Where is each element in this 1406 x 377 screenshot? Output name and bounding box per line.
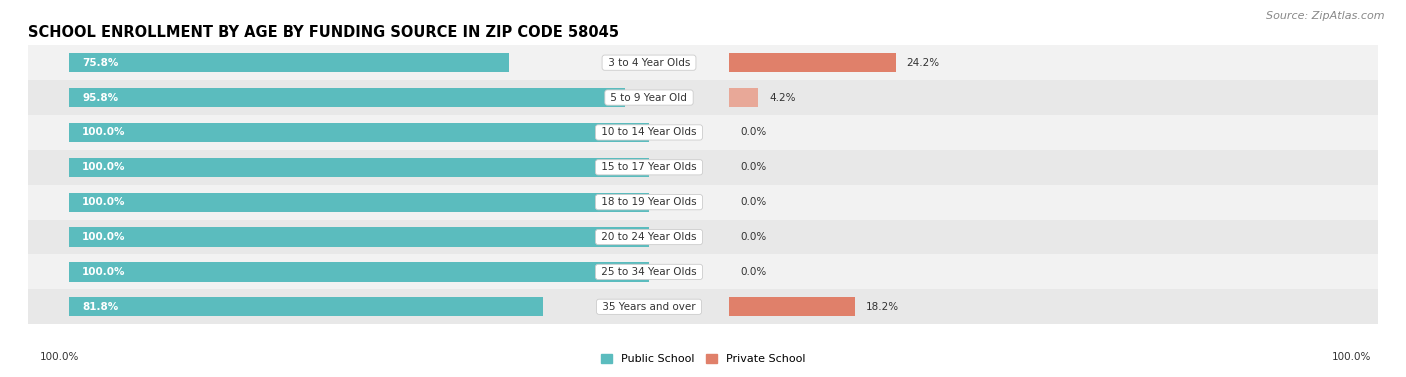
Text: 0.0%: 0.0% bbox=[740, 267, 766, 277]
FancyBboxPatch shape bbox=[28, 290, 1378, 324]
FancyBboxPatch shape bbox=[69, 227, 650, 247]
FancyBboxPatch shape bbox=[69, 262, 650, 282]
Text: 100.0%: 100.0% bbox=[82, 232, 125, 242]
FancyBboxPatch shape bbox=[69, 88, 624, 107]
Text: 100.0%: 100.0% bbox=[82, 127, 125, 138]
FancyBboxPatch shape bbox=[28, 254, 1378, 290]
Text: 0.0%: 0.0% bbox=[740, 197, 766, 207]
FancyBboxPatch shape bbox=[28, 115, 1378, 150]
Text: SCHOOL ENROLLMENT BY AGE BY FUNDING SOURCE IN ZIP CODE 58045: SCHOOL ENROLLMENT BY AGE BY FUNDING SOUR… bbox=[28, 25, 619, 40]
Text: 20 to 24 Year Olds: 20 to 24 Year Olds bbox=[598, 232, 700, 242]
Text: 35 Years and over: 35 Years and over bbox=[599, 302, 699, 312]
Text: 25 to 34 Year Olds: 25 to 34 Year Olds bbox=[598, 267, 700, 277]
FancyBboxPatch shape bbox=[28, 80, 1378, 115]
Text: 100.0%: 100.0% bbox=[1331, 352, 1371, 362]
Text: 0.0%: 0.0% bbox=[740, 232, 766, 242]
FancyBboxPatch shape bbox=[69, 297, 543, 316]
Text: 15 to 17 Year Olds: 15 to 17 Year Olds bbox=[598, 162, 700, 172]
Text: 4.2%: 4.2% bbox=[769, 92, 796, 103]
Text: 18 to 19 Year Olds: 18 to 19 Year Olds bbox=[598, 197, 700, 207]
Text: 100.0%: 100.0% bbox=[39, 352, 79, 362]
Text: 100.0%: 100.0% bbox=[82, 162, 125, 172]
Text: Source: ZipAtlas.com: Source: ZipAtlas.com bbox=[1267, 11, 1385, 21]
FancyBboxPatch shape bbox=[28, 45, 1378, 80]
FancyBboxPatch shape bbox=[730, 53, 896, 72]
FancyBboxPatch shape bbox=[730, 88, 758, 107]
FancyBboxPatch shape bbox=[28, 219, 1378, 254]
FancyBboxPatch shape bbox=[28, 185, 1378, 219]
FancyBboxPatch shape bbox=[69, 53, 509, 72]
FancyBboxPatch shape bbox=[69, 158, 650, 177]
Text: 100.0%: 100.0% bbox=[82, 197, 125, 207]
Text: 10 to 14 Year Olds: 10 to 14 Year Olds bbox=[598, 127, 700, 138]
Text: 3 to 4 Year Olds: 3 to 4 Year Olds bbox=[605, 58, 693, 68]
FancyBboxPatch shape bbox=[69, 123, 650, 142]
Text: 81.8%: 81.8% bbox=[82, 302, 118, 312]
Text: 0.0%: 0.0% bbox=[740, 162, 766, 172]
Legend: Public School, Private School: Public School, Private School bbox=[596, 349, 810, 369]
FancyBboxPatch shape bbox=[28, 150, 1378, 185]
FancyBboxPatch shape bbox=[69, 193, 650, 212]
FancyBboxPatch shape bbox=[730, 297, 855, 316]
Text: 75.8%: 75.8% bbox=[82, 58, 118, 68]
Text: 18.2%: 18.2% bbox=[866, 302, 898, 312]
Text: 5 to 9 Year Old: 5 to 9 Year Old bbox=[607, 92, 690, 103]
Text: 100.0%: 100.0% bbox=[82, 267, 125, 277]
Text: 95.8%: 95.8% bbox=[82, 92, 118, 103]
Text: 24.2%: 24.2% bbox=[907, 58, 939, 68]
Text: 0.0%: 0.0% bbox=[740, 127, 766, 138]
